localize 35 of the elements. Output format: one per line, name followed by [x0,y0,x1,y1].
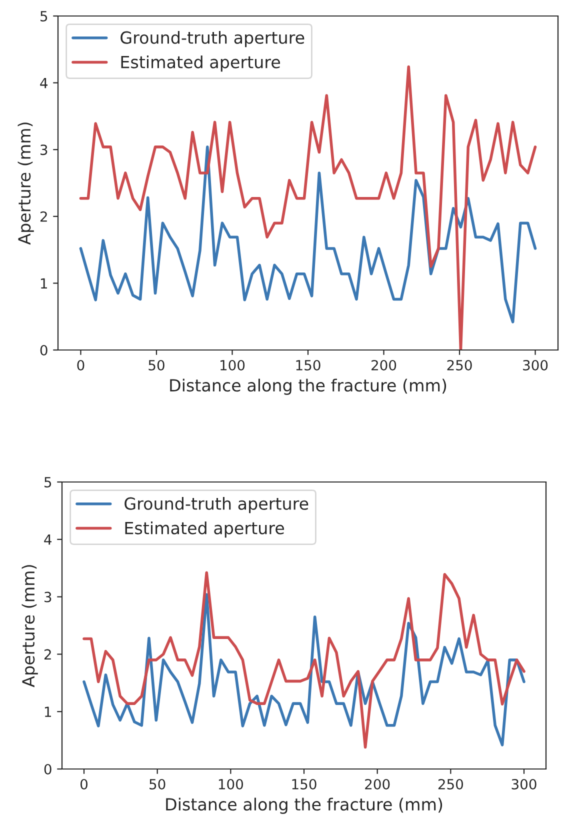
x-tick-label: 0 [80,778,88,790]
y-tick-label: 5 [44,477,52,488]
x-tick-label: 100 [220,360,245,370]
x-axis-title: Distance along the fracture (mm) [166,798,442,814]
x-tick-label: 50 [150,778,166,790]
line-series [79,146,537,324]
y-tick-label: 3 [44,592,52,602]
x-tick-label: 200 [365,778,390,790]
x-tick-label: 0 [77,360,84,370]
x-tick-label: 200 [372,360,396,370]
y-tick-label: 4 [40,78,48,88]
legend-label: Estimated aperture [121,55,280,72]
y-tick-label: 0 [40,344,48,356]
y-axis-title: Aperture (mm) [22,565,38,688]
x-tick-label: 150 [296,360,320,370]
y-tick-label: 2 [44,649,51,660]
x-tick-label: 250 [447,360,472,370]
x-tick-label: 50 [148,360,164,370]
y-tick-label: 2 [40,211,47,222]
x-tick-label: 250 [438,778,463,790]
x-tick-label: 100 [218,778,243,790]
legend-label: Ground-truth aperture [120,31,304,48]
y-tick-label: 4 [44,534,52,545]
y-axis-title: Aperture (mm) [18,122,34,245]
y-tick-label: 0 [44,764,52,774]
legend-label: Estimated aperture [125,521,284,538]
x-tick-label: 300 [512,778,536,790]
y-tick-label: 1 [40,278,47,288]
legend-label: Ground-truth aperture [124,497,308,514]
x-tick-label: 300 [523,360,548,370]
y-tick-label: 3 [40,144,48,156]
x-tick-label: 150 [292,778,316,790]
y-tick-label: 1 [44,706,51,717]
x-axis-title: Distance along the fracture (mm) [170,378,446,395]
y-tick-label: 5 [40,11,48,22]
